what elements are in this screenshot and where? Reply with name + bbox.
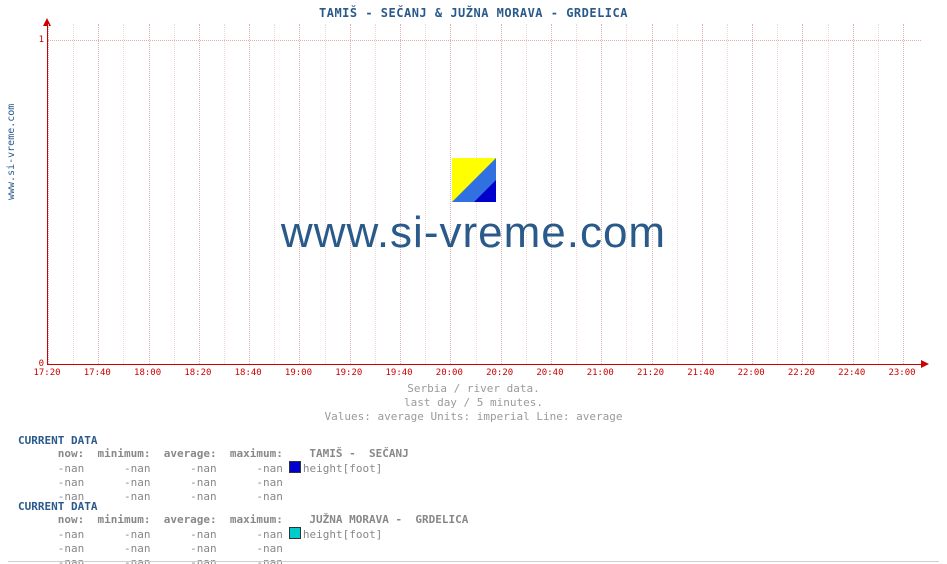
x-tick-label: 22:00 [738, 368, 765, 378]
x-tick-label: 21:20 [637, 368, 664, 378]
x-tick-label: 17:20 [33, 368, 60, 378]
x-tick-label: 22:20 [788, 368, 815, 378]
data-row: -nan -nan -nan -nanheight[foot] [18, 461, 409, 476]
data-row: -nan -nan -nan -nan [18, 542, 468, 556]
data-row: -nan -nan -nan -nanheight[foot] [18, 527, 468, 542]
current-data-block: CURRENT DATA now: minimum: average: maxi… [18, 434, 409, 504]
chart-title: TAMIŠ - SEČANJ & JUŽNA MORAVA - GRDELICA [0, 6, 947, 20]
x-tick-label: 18:40 [235, 368, 262, 378]
series-swatch-icon [289, 527, 301, 539]
chart-caption: Serbia / river data. last day / 5 minute… [0, 382, 947, 424]
source-label: www.si-vreme.com [6, 104, 17, 200]
plot-area [47, 24, 921, 365]
data-header: CURRENT DATA [18, 434, 409, 447]
footer-rule [8, 561, 939, 562]
data-header: CURRENT DATA [18, 500, 468, 513]
x-tick-label: 20:20 [486, 368, 513, 378]
x-tick-label: 19:20 [335, 368, 362, 378]
current-data-block: CURRENT DATA now: minimum: average: maxi… [18, 500, 468, 564]
y-tick-label: 0 [32, 359, 44, 369]
y-tick-label: 1 [32, 35, 44, 45]
x-tick-label: 18:20 [184, 368, 211, 378]
caption-line-3: Values: average Units: imperial Line: av… [0, 410, 947, 424]
data-row: -nan -nan -nan -nan [18, 556, 468, 564]
x-tick-label: 19:00 [285, 368, 312, 378]
data-columns: now: minimum: average: maximum: JUŽNA MO… [18, 513, 468, 527]
chart-container: TAMIŠ - SEČANJ & JUŽNA MORAVA - GRDELICA… [0, 0, 947, 564]
x-axis-arrow-icon [921, 360, 929, 368]
x-tick-label: 17:40 [84, 368, 111, 378]
x-tick-label: 21:40 [687, 368, 714, 378]
series-swatch-icon [289, 461, 301, 473]
x-tick-label: 21:00 [587, 368, 614, 378]
x-tick-label: 20:00 [436, 368, 463, 378]
caption-line-1: Serbia / river data. [0, 382, 947, 396]
x-tick-label: 22:40 [838, 368, 865, 378]
x-tick-label: 19:40 [386, 368, 413, 378]
data-row: -nan -nan -nan -nan [18, 476, 409, 490]
data-columns: now: minimum: average: maximum: TAMIŠ - … [18, 447, 409, 461]
x-tick-label: 23:00 [888, 368, 915, 378]
caption-line-2: last day / 5 minutes. [0, 396, 947, 410]
x-tick-label: 18:00 [134, 368, 161, 378]
x-tick-label: 20:40 [536, 368, 563, 378]
